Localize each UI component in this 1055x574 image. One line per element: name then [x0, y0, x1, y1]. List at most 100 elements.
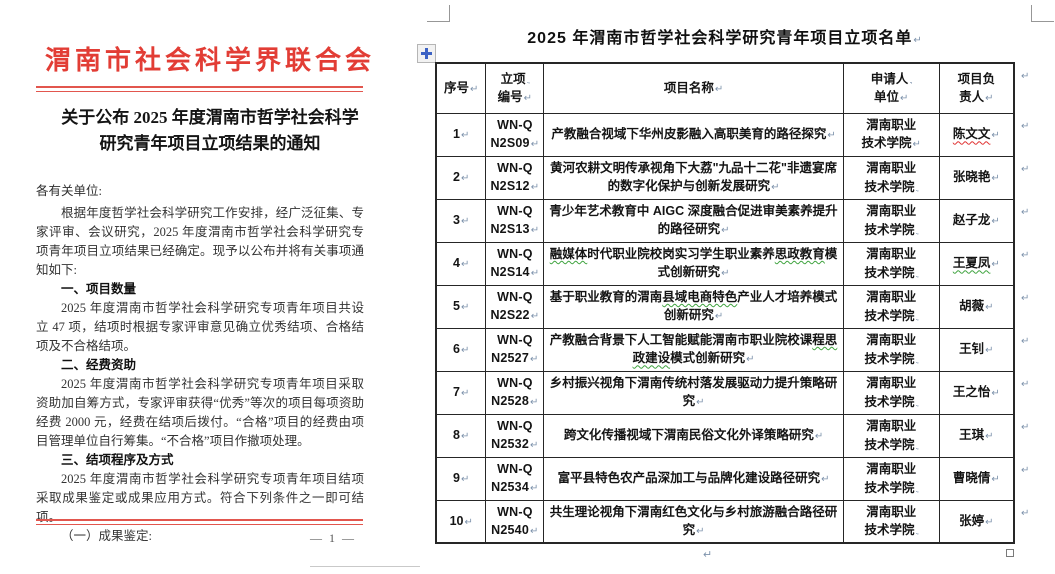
cell-serial[interactable]: 10↵ — [435, 499, 487, 544]
cell-project-name[interactable]: 富平县特色农产品深加工与品牌化建设路径研究↵ — [543, 456, 844, 501]
table-resize-handle[interactable] — [1006, 549, 1014, 557]
paragraph-mark: ↵ — [985, 345, 994, 357]
cell-serial[interactable]: 4↵ — [435, 241, 487, 286]
row-end-mark: ↵ — [1014, 414, 1054, 457]
doc-title: 关于公布 2025 年度渭南市哲学社会科学 研究青年项目立项结果的通知 — [20, 105, 400, 156]
paragraph-mark: ↵ — [1021, 250, 1030, 261]
table-row: 5↵ WN-Q N2S22↵ 基于职业教育的渭南县域电商特色产业人才培养模式创新研究↵… — [435, 284, 1054, 329]
cell-leader[interactable]: 王琪↵ — [938, 413, 1016, 458]
cell-applicant-org[interactable]: 渭南职业 技术学院., — [842, 284, 940, 329]
paragraph-mark: ↵ — [714, 84, 724, 95]
paragraph-mark: ↵ — [461, 130, 470, 142]
paragraph-mark: ↵ — [746, 354, 755, 366]
cell-applicant-org[interactable]: 渭南职业 技术学院., — [842, 241, 940, 286]
cell-text: 模式创新研究 — [670, 351, 746, 366]
wrap-mark: ., — [915, 269, 919, 279]
scan-artifact-line — [310, 566, 500, 567]
cell-leader[interactable]: 王钊↵ — [938, 327, 1016, 372]
paragraph-mark: ↵ — [991, 130, 1000, 142]
cell-leader[interactable]: 陈文文↵ — [938, 112, 1016, 157]
cell-serial[interactable]: 2↵ — [435, 155, 487, 200]
paragraph-mark: ↵ — [464, 517, 473, 528]
cell-code[interactable]: WN-Q N2532↵ — [485, 413, 545, 458]
row-end-mark: ↵ — [1014, 113, 1054, 156]
spellcheck-underlined-text: 王夏凤 — [952, 256, 991, 271]
cell-serial[interactable]: 5↵ — [435, 284, 487, 329]
cell-leader[interactable]: 曹晓倩↵ — [938, 456, 1016, 501]
paragraph-mark: ↵ — [1021, 422, 1030, 433]
spellcheck-underlined-text: 县域电商特色 — [662, 290, 738, 305]
wrap-mark: ., — [915, 312, 919, 322]
cell-serial[interactable]: 3↵ — [435, 198, 487, 243]
cell-serial[interactable]: 8↵ — [435, 413, 487, 458]
header-cell-project[interactable]: 项目名称↵ — [543, 62, 844, 114]
cell-code[interactable]: WN-Q N2S12↵ — [485, 155, 545, 200]
cell-project-name[interactable]: 融媒体时代职业院校岗实习学生职业素养思政教育模式创新研究↵ — [543, 241, 844, 286]
paragraph-mark: ↵ — [985, 93, 994, 105]
cell-applicant-org[interactable]: 渭南职业 技术学院., — [842, 327, 940, 372]
cell-leader[interactable]: 王夏凤↵ — [938, 241, 1016, 286]
table-row: 1↵ WN-Q N2S09↵ 产教融合视域下华州皮影融入高职美育的路径探究↵ 渭南职业技… — [435, 112, 1054, 157]
notice-paragraph: 根据年度哲学社会科学研究工作安排，经广泛征集、专家评审、会议研究，2025 年度… — [36, 206, 364, 277]
cell-leader[interactable]: 赵子龙↵ — [938, 198, 1016, 243]
table-move-handle[interactable] — [417, 44, 436, 63]
cell-applicant-org[interactable]: 渭南职业 技术学院., — [842, 370, 940, 415]
paragraph-mark: ↵ — [721, 225, 730, 237]
cell-applicant-org[interactable]: 渭南职业 技术学院., — [842, 499, 940, 544]
cell-code[interactable]: WN-Q N2534↵ — [485, 456, 545, 501]
paragraph-mark: ↵ — [1021, 164, 1030, 175]
cell-project-name[interactable]: 基于职业教育的渭南县域电商特色产业人才培养模式创新研究↵ — [543, 284, 844, 329]
cell-code[interactable]: WN-Q N2S09↵ — [485, 112, 545, 157]
cell-applicant-org[interactable]: 渭南职业 技术学院., — [842, 456, 940, 501]
notice-heading: 三、结项程序及方式 — [61, 453, 174, 467]
cell-code[interactable]: WN-Q N2S14↵ — [485, 241, 545, 286]
doc-title-line2: 研究青年项目立项结果的通知 — [99, 133, 321, 153]
header-cell-code[interactable]: 立项., 编号↵ — [485, 62, 545, 114]
table-row: 9↵ WN-Q N2534↵ 富平县特色农产品深加工与品牌化建设路径研究↵ 渭南职业 技术… — [435, 456, 1054, 501]
header-divider — [36, 86, 363, 92]
cell-text: 模式创新研究 — [657, 247, 838, 280]
cell-leader[interactable]: 张婷↵ — [938, 499, 1016, 544]
cell-project-name[interactable]: 跨文化传播视域下渭南民俗文化外译策略研究↵ — [543, 413, 844, 458]
cell-text: 张婷 — [959, 514, 985, 528]
cell-applicant-org[interactable]: 渭南职业 技术学院↵ — [842, 112, 940, 157]
cell-serial[interactable]: 1↵ — [435, 112, 487, 157]
cell-leader[interactable]: 胡薇↵ — [938, 284, 1016, 329]
spellcheck-underlined-text: 思政教育 — [774, 247, 825, 262]
cell-leader[interactable]: 王之怡↵ — [938, 370, 1016, 415]
cell-text: 富平县特色农产品深加工与品牌化建设路径研究 — [557, 471, 821, 486]
cell-code[interactable]: WN-Q N2S13↵ — [485, 198, 545, 243]
cell-project-name[interactable]: 青少年艺术教育中 AIGC 深度融合促进审美素养提升的路径研究↵ — [543, 198, 844, 243]
cell-leader[interactable]: 张晓艳↵ — [938, 155, 1016, 200]
cell-applicant-org[interactable]: 渭南职业 技术学院., — [842, 155, 940, 200]
cell-code[interactable]: WN-Q N2S22↵ — [485, 284, 545, 329]
paragraph-mark: ↵ — [1021, 293, 1030, 304]
header-cell-applicant-org[interactable]: 申请人., 单位↵ — [842, 62, 940, 114]
paragraph-mark: ↵ — [991, 259, 1000, 271]
row-end-mark: ↵ — [1014, 199, 1054, 242]
cell-project-name[interactable]: 乡村振兴视角下渭南传统村落发展驱动力提升策略研究↵ — [543, 370, 844, 415]
cell-project-name[interactable]: 产教融合视域下华州皮影融入高职美育的路径探究↵ — [543, 112, 844, 157]
text-boundary-corner-right — [1031, 5, 1054, 22]
paragraph-mark: ↵ — [461, 302, 470, 314]
cell-project-name[interactable]: 共生理论视角下渭南红色文化与乡村旅游融合路径研究↵ — [543, 499, 844, 544]
cell-serial[interactable]: 7↵ — [435, 370, 487, 415]
list-title[interactable]: 2025 年渭南市哲学社会科学研究青年项目立项名单↵ — [420, 24, 1030, 48]
header-cell-serial[interactable]: 序号↵ — [435, 62, 487, 114]
cell-code[interactable]: WN-Q N2540↵ — [485, 499, 545, 544]
cell-code[interactable]: WN-Q N2527↵ — [485, 327, 545, 372]
footer-divider — [36, 519, 363, 525]
header-cell-leader[interactable]: 项目负 责人↵ — [938, 62, 1016, 114]
paragraph-mark: ↵ — [530, 182, 540, 194]
cell-serial[interactable]: 9↵ — [435, 456, 487, 501]
notice-paragraph: 2025 年度渭南市哲学社会科学研究专项青年项目共设立 47 项，结项时根据专家… — [36, 301, 364, 353]
cell-applicant-org[interactable]: 渭南职业 技术学院., — [842, 198, 940, 243]
cell-serial[interactable]: 6↵ — [435, 327, 487, 372]
cell-applicant-org[interactable]: 渭南职业 技术学院., — [842, 413, 940, 458]
cell-project-name[interactable]: 产教融合背景下人工智能赋能渭南市职业院校课程思政建设模式创新研究↵ — [543, 327, 844, 372]
row-end-mark: ↵ — [1014, 285, 1054, 328]
wrap-mark: ., — [915, 441, 919, 451]
cell-project-name[interactable]: 黄河农耕文明传承视角下大荔"九品十二花"非遗宴席的数字化保护与创新发展研究↵ — [543, 155, 844, 200]
cell-code[interactable]: WN-Q N2528↵ — [485, 370, 545, 415]
